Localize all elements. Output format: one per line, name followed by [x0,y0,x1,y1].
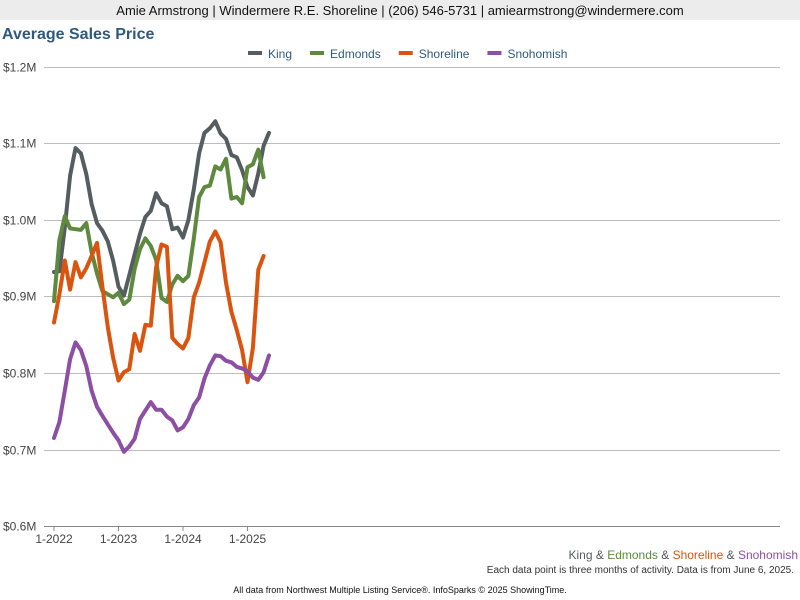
y-tick-label: $0.8M [3,367,36,381]
y-tick-label: $1.0M [3,214,36,228]
y-tick-label: $0.9M [3,290,36,304]
bottom-legend-part: & [592,548,608,562]
bottom-legend-part: Snohomish [737,548,798,562]
data-note: Each data point is three months of activ… [486,565,794,576]
x-tick-label: 1-2025 [229,532,267,546]
chart-title: Average Sales Price [2,26,155,43]
bottom-legend-part: Edmonds [607,548,658,562]
series-line-edmonds [52,147,266,307]
bottom-legend-part: & [657,548,673,562]
x-tick-label: 1-2022 [35,532,73,546]
bottom-legend-part: Shoreline [672,548,724,562]
legend-label: Edmonds [330,47,381,61]
x-tick-label: 1-2023 [100,532,138,546]
x-tick-label: 1-2024 [164,532,202,546]
legend-label: King [268,47,292,61]
data-source: All data from Northwest Multiple Listing… [233,585,567,595]
y-tick-label: $1.2M [3,61,36,75]
y-tick-label: $0.6M [3,520,36,534]
series-line-king [52,119,271,298]
series-line-shoreline [52,229,266,385]
legend-label: Snohomish [507,47,567,61]
legend-label: Shoreline [419,47,470,61]
bottom-legend: King & Edmonds & Shoreline & Snohomish [569,548,799,562]
y-tick-label: $0.7M [3,444,36,458]
bottom-legend-part: & [723,548,738,562]
y-tick-label: $1.1M [3,137,36,151]
contact-header: Amie Armstrong | Windermere R.E. Shoreli… [0,0,800,20]
bottom-legend-part: King [568,548,593,562]
series-line-snohomish [52,340,271,454]
